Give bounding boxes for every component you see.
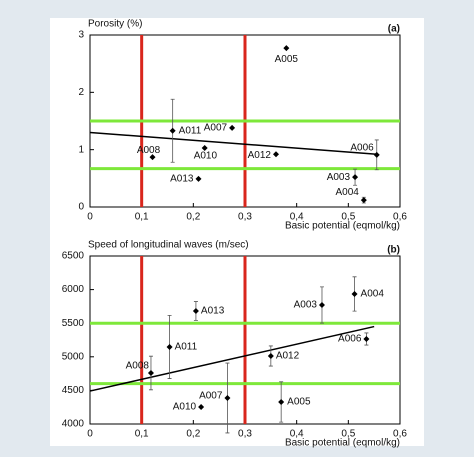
panel-label: (a)	[388, 24, 400, 35]
x-tick-label: 0,3	[238, 429, 252, 440]
point-label: A004	[335, 187, 359, 198]
point-label: A010	[194, 151, 218, 162]
point-label: A011	[179, 125, 202, 136]
point-label: A007	[204, 123, 228, 134]
x-tick-label: 0,1	[135, 212, 149, 223]
x-axis-label: Basic potential (eqmol/kg)	[285, 221, 400, 232]
point-label: A007	[199, 391, 223, 402]
x-tick-label: 0,5	[341, 429, 355, 440]
data-point	[267, 352, 274, 359]
point-label: A003	[327, 172, 351, 183]
point-label: A012	[276, 351, 300, 362]
y-tick-label: 5500	[62, 318, 85, 329]
data-point	[360, 197, 367, 204]
x-tick-label: 0,6	[393, 212, 407, 223]
point-label: A013	[201, 306, 225, 317]
panel-label: (b)	[387, 245, 400, 256]
trend-line	[89, 325, 375, 392]
data-point	[201, 144, 208, 151]
point-label: A006	[350, 142, 374, 153]
data-point	[149, 154, 156, 161]
x-tick-label: 0,2	[186, 212, 200, 223]
point-label: A011	[175, 342, 198, 353]
y-tick-label: 5000	[62, 351, 85, 362]
y-tick-label: 6500	[62, 251, 85, 262]
data-point	[169, 127, 176, 134]
data-point	[147, 369, 154, 376]
x-tick-label: 0,5	[341, 212, 355, 223]
x-tick-label: 0,4	[290, 212, 304, 223]
data-point	[283, 45, 290, 52]
y-axis-label: Speed of longitudinal waves (m/sec)	[88, 240, 249, 251]
y-tick-label: 4500	[62, 385, 85, 396]
y-axis-label: Porosity (%)	[88, 19, 142, 30]
point-label: A008	[126, 361, 150, 372]
x-axis-label: Basic potential (eqmol/kg)	[285, 438, 400, 449]
figure-background	[50, 18, 424, 446]
data-point	[318, 301, 325, 308]
x-tick-label: 0,3	[238, 212, 252, 223]
x-tick-label: 0,6	[393, 429, 407, 440]
point-label: A006	[338, 334, 362, 345]
point-label: A004	[361, 289, 385, 300]
x-tick-label: 0,4	[290, 429, 304, 440]
point-label: A005	[275, 54, 299, 65]
x-tick-label: 0	[87, 429, 93, 440]
y-tick-label: 3	[78, 30, 84, 41]
data-point	[351, 290, 358, 297]
data-point	[278, 398, 285, 405]
point-label: A012	[248, 150, 272, 161]
data-point	[224, 394, 231, 401]
data-point	[198, 403, 205, 410]
point-label: A013	[170, 174, 194, 185]
point-label: A003	[294, 300, 318, 311]
x-tick-label: 0,2	[186, 429, 200, 440]
y-tick-label: 0	[78, 202, 84, 213]
data-point	[229, 124, 236, 131]
x-tick-label: 0	[87, 212, 93, 223]
y-tick-label: 4000	[62, 419, 85, 430]
y-tick-label: 6000	[62, 284, 85, 295]
trend-line	[89, 131, 377, 156]
data-point	[352, 174, 359, 181]
data-point	[273, 151, 279, 158]
data-point	[195, 175, 202, 182]
point-label: A005	[287, 397, 311, 408]
data-point	[166, 343, 173, 350]
y-tick-label: 1	[78, 144, 84, 155]
point-label: A010	[173, 402, 197, 413]
data-point	[192, 307, 199, 314]
data-point	[363, 335, 370, 342]
data-point	[373, 151, 380, 158]
x-tick-label: 0,1	[135, 429, 149, 440]
point-label: A008	[137, 145, 161, 156]
y-tick-label: 2	[78, 87, 84, 98]
